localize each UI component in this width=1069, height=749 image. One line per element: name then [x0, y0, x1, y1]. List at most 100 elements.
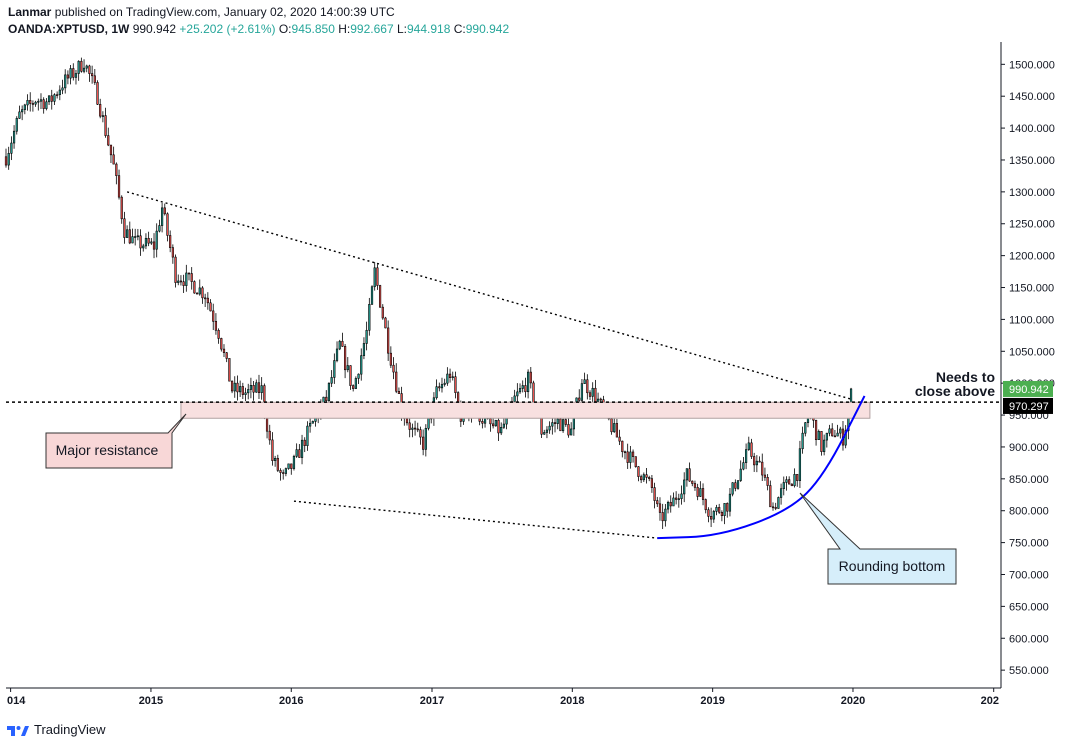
candle-down — [661, 512, 664, 522]
candle-up — [518, 388, 522, 393]
candle-up — [131, 236, 134, 244]
candle-up — [825, 432, 828, 441]
candle-up — [779, 488, 783, 498]
candle-down — [492, 423, 495, 427]
candle-down — [831, 428, 834, 437]
candle-up — [158, 225, 161, 232]
y-tick-label: 1450.000 — [1009, 91, 1055, 103]
close-above-label: close above — [915, 383, 995, 399]
symbol-bar: OANDA:XPTUSD, 1W 990.942 +25.202 (+2.61%… — [8, 22, 509, 36]
candle-down — [182, 281, 185, 286]
candle-up — [333, 360, 336, 378]
candle-up — [284, 468, 287, 474]
candle-up — [502, 423, 505, 428]
candle-up — [10, 142, 13, 154]
candle-down — [212, 310, 215, 322]
candle-down — [276, 457, 279, 471]
candle-down — [790, 483, 793, 487]
candle-down — [656, 500, 659, 505]
candle-up — [255, 382, 258, 393]
last-price: 990.942 — [132, 22, 177, 36]
candle-down — [438, 386, 441, 389]
lower-trendline — [293, 500, 658, 539]
candle-down — [774, 506, 777, 509]
candle-down — [378, 285, 382, 308]
candle-up — [844, 430, 847, 446]
y-tick-label: 1100.000 — [1009, 314, 1054, 326]
candle-up — [747, 442, 750, 450]
candle-up — [346, 365, 349, 371]
candle-down — [405, 418, 409, 424]
candle-down — [88, 65, 91, 74]
candle-down — [147, 237, 150, 244]
candle-up — [330, 377, 333, 384]
candle-up — [274, 457, 277, 461]
candle-down — [707, 509, 710, 517]
candle-up — [731, 482, 734, 495]
candle-up — [443, 382, 446, 385]
y-tick-label: 1250.000 — [1009, 219, 1055, 231]
candle-up — [21, 109, 24, 113]
candle-up — [801, 432, 804, 450]
candle-down — [454, 376, 457, 393]
candle-down — [241, 386, 244, 395]
y-tick-label: 700.000 — [1009, 569, 1049, 581]
candle-down — [688, 468, 691, 482]
last-price-tag: 990.942 — [1009, 384, 1049, 396]
candle-up — [12, 130, 16, 144]
candle-down — [104, 115, 107, 136]
level-price-tag-bg — [1003, 397, 1053, 414]
footer-brand[interactable]: TradingView — [6, 722, 106, 737]
candle-up — [370, 286, 374, 305]
candle-down — [341, 340, 344, 347]
candle-down — [381, 306, 384, 319]
candle-down — [349, 365, 352, 386]
major-resistance-label: Major resistance — [56, 442, 159, 458]
candle-up — [782, 482, 785, 490]
candle-up — [198, 287, 201, 295]
candle-down — [187, 272, 191, 275]
y-tick-label: 750.000 — [1009, 538, 1049, 550]
candle-down — [669, 501, 672, 507]
candle-down — [4, 156, 8, 166]
candle-down — [209, 302, 212, 312]
candle-up — [368, 304, 371, 331]
candle-up — [233, 382, 236, 392]
candle-up — [239, 386, 242, 393]
candle-down — [222, 348, 226, 353]
rounding-bottom-callout-box — [799, 492, 957, 585]
candle-down — [56, 94, 59, 96]
y-tick-label: 600.000 — [1009, 633, 1049, 645]
candle-up — [551, 422, 554, 427]
candle-up — [357, 373, 360, 379]
candle-up — [300, 439, 304, 458]
x-tick-label: 014 — [7, 695, 26, 707]
candle-up — [699, 488, 702, 497]
candle-up — [15, 118, 18, 132]
candle-down — [618, 436, 621, 442]
candle-up — [785, 479, 788, 483]
candle-up — [136, 235, 139, 238]
candle-down — [553, 422, 557, 424]
candle-up — [362, 343, 366, 356]
candle-down — [42, 99, 45, 109]
candle-down — [788, 479, 791, 485]
candle-down — [448, 373, 452, 378]
candle-down — [72, 68, 75, 78]
brand-name: TradingView — [34, 722, 106, 737]
candle-up — [427, 417, 430, 429]
candle-down — [693, 483, 697, 488]
candle-up — [446, 373, 449, 384]
candle-up — [61, 87, 64, 91]
candle-down — [564, 419, 567, 425]
candle-down — [112, 154, 115, 165]
candle-down — [123, 218, 126, 238]
candle-down — [489, 418, 492, 425]
candle-up — [629, 451, 632, 463]
candle-down — [117, 175, 121, 198]
candle-down — [648, 477, 651, 479]
candle-down — [206, 297, 209, 304]
candle-down — [594, 387, 597, 402]
candle-up — [836, 432, 839, 437]
